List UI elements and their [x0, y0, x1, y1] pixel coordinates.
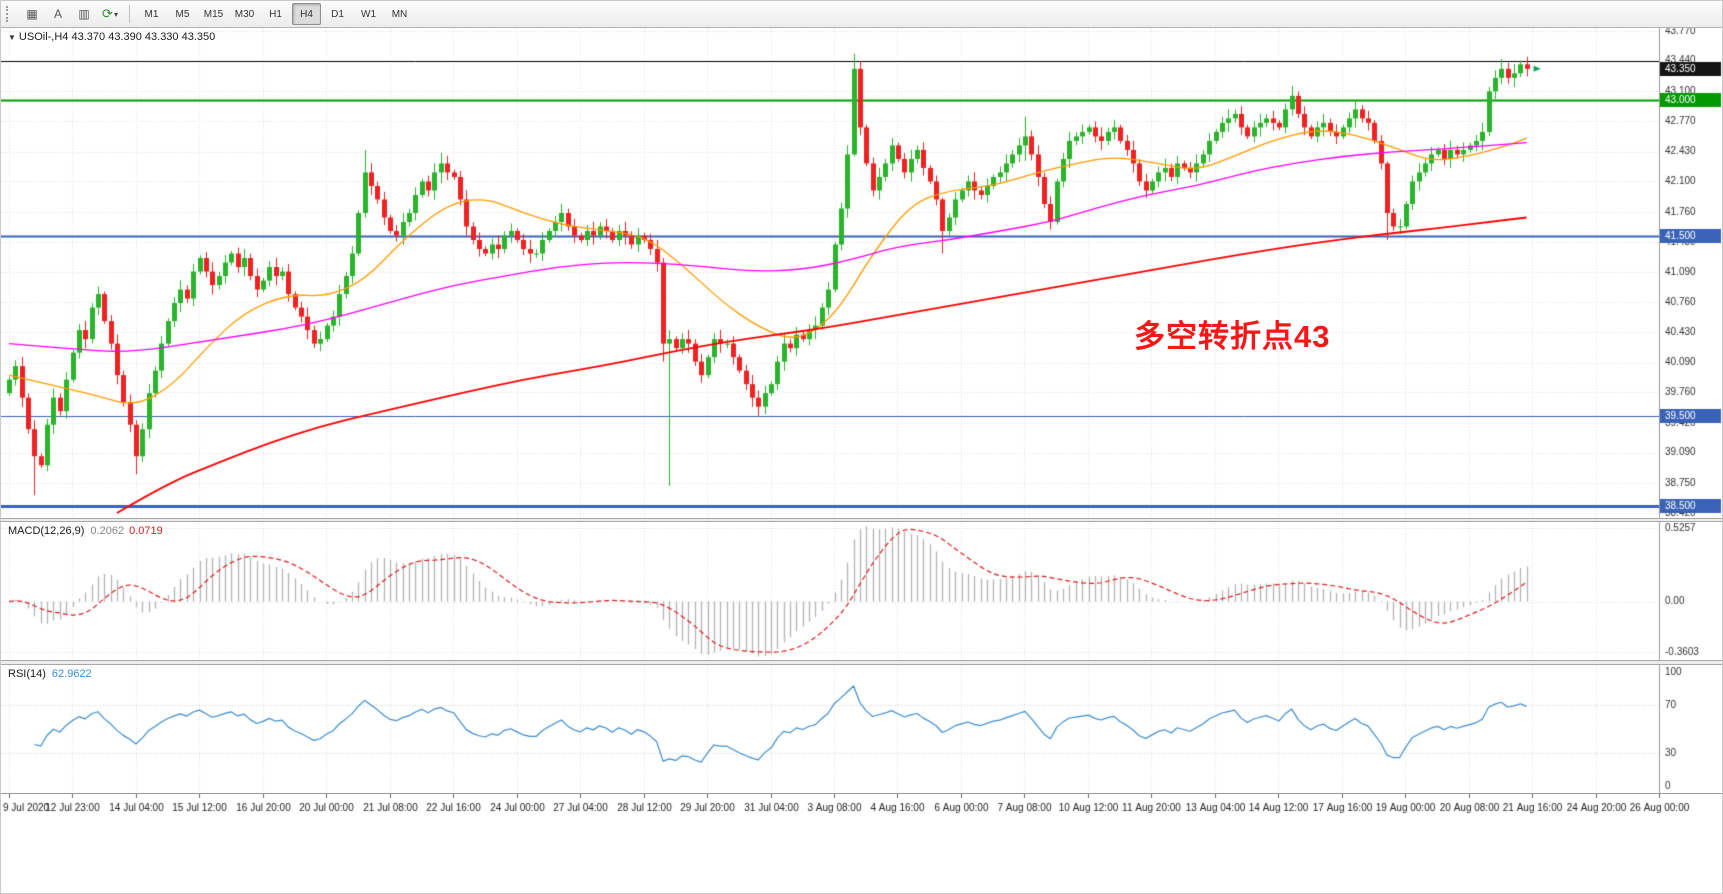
- cursor-mode-button[interactable]: A: [46, 3, 70, 25]
- collapse-icon[interactable]: ▼: [8, 33, 16, 42]
- timeframe-button-m30[interactable]: M30: [234, 8, 255, 20]
- timeframe-button-m1[interactable]: M1: [144, 8, 159, 20]
- rsi-panel: RSI(14) 62.9622: [1, 665, 1722, 793]
- toolbar-separator: [129, 5, 130, 23]
- bottom-gap: [1, 817, 1722, 893]
- timeframe-button-m5[interactable]: M5: [175, 8, 190, 20]
- symbol-label: USOil-,H4: [18, 31, 69, 43]
- macd-value-main: 0.2062: [90, 525, 125, 537]
- timeframe-button-w1[interactable]: W1: [361, 8, 376, 20]
- rsi-canvas[interactable]: [1, 665, 1722, 793]
- toolbar-grip[interactable]: [6, 6, 13, 22]
- macd-canvas[interactable]: [1, 522, 1722, 660]
- time-axis-canvas[interactable]: [1, 794, 1722, 817]
- refresh-cycle-button[interactable]: ⟳ ▾: [98, 3, 122, 25]
- timeframe-button-mn[interactable]: MN: [391, 8, 408, 20]
- macd-label: MACD(12,26,9) 0.2062 0.0719: [8, 525, 163, 537]
- chart-grid-icon: ▦: [26, 7, 38, 21]
- quote-values: 43.370 43.390 43.330 43.350: [71, 31, 216, 43]
- toolbar: ▦ A ▥ ⟳ ▾ M1 M5 M15 M30 H1 H4 D1 W1 MN: [1, 1, 1722, 28]
- chevron-down-icon: ▾: [113, 9, 118, 19]
- refresh-cycle-icon: ⟳: [102, 6, 113, 21]
- timeframe-button-d1[interactable]: D1: [331, 8, 344, 20]
- time-axis[interactable]: [1, 793, 1722, 817]
- timeframe-button-h1[interactable]: H1: [269, 8, 282, 20]
- macd-name: MACD(12,26,9): [8, 525, 85, 537]
- macd-value-signal: 0.0719: [129, 525, 163, 537]
- chart-template-button[interactable]: ▥: [72, 3, 96, 25]
- chart-grid-icon-button[interactable]: ▦: [20, 3, 44, 25]
- macd-panel: MACD(12,26,9) 0.2062 0.0719: [1, 522, 1722, 660]
- rsi-value: 62.9622: [51, 668, 92, 680]
- chart-template-icon: ▥: [78, 7, 90, 21]
- cursor-icon: A: [53, 7, 62, 21]
- rsi-name: RSI(14): [8, 668, 46, 680]
- symbol-quote-label: ▼ USOil-,H4 43.370 43.390 43.330 43.350: [8, 31, 215, 43]
- chart-annotation-text[interactable]: 多空转折点43: [1134, 319, 1331, 354]
- panel-divider[interactable]: [1, 518, 1722, 522]
- main-chart-canvas[interactable]: [1, 28, 1722, 518]
- timeframe-button-m15[interactable]: M15: [203, 8, 224, 20]
- panel-divider[interactable]: [1, 660, 1722, 665]
- timeframe-button-h4[interactable]: H4: [292, 3, 321, 25]
- rsi-label: RSI(14) 62.9622: [8, 668, 92, 680]
- main-chart-panel: ▼ USOil-,H4 43.370 43.390 43.330 43.350 多…: [1, 28, 1722, 518]
